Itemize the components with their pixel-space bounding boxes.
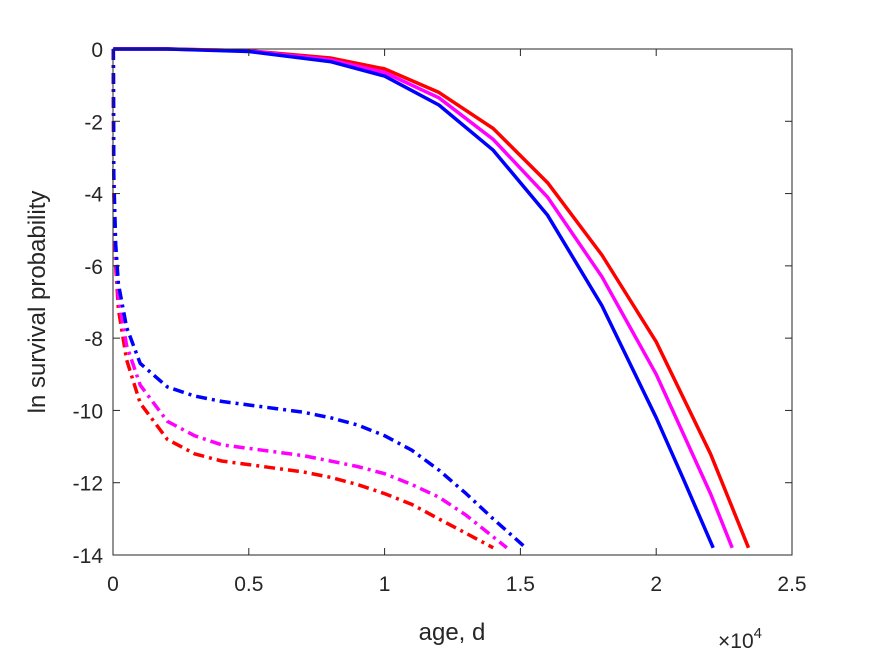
y-axis-title: ln survival probability xyxy=(24,191,51,414)
svg-text:×104: ×104 xyxy=(718,625,762,653)
x-exponent-label: ×104 xyxy=(718,625,762,653)
x-exponent-base: 10 xyxy=(730,630,753,653)
y-tick-label: -8 xyxy=(84,328,103,351)
x-tick-label: 1 xyxy=(379,573,391,596)
y-ticks: 0 -2 -4 -6 -8 -10 -12 -14 xyxy=(73,39,792,568)
y-tick-label: -4 xyxy=(84,184,103,207)
series-line-2 xyxy=(113,47,715,549)
x-ticks: 0 0.5 1 1.5 2 2.5 xyxy=(107,49,807,596)
x-tick-label: 0.5 xyxy=(234,573,263,596)
x-axis-title: age, d xyxy=(419,619,486,646)
series-line-3 xyxy=(111,48,495,550)
plot-frame xyxy=(112,48,793,556)
plot-background xyxy=(113,49,792,555)
y-tick-label: 0 xyxy=(91,39,103,62)
x-exponent-power: 4 xyxy=(754,625,762,642)
x-tick-label: 2.5 xyxy=(777,573,806,596)
y-tick-label: -6 xyxy=(84,256,103,279)
series-layer xyxy=(111,47,751,550)
x-tick-label: 0 xyxy=(107,573,119,596)
series-line-4 xyxy=(111,48,508,550)
series-line-5 xyxy=(111,48,527,550)
y-tick-label: -14 xyxy=(73,545,104,568)
x-exponent-times: × xyxy=(718,630,730,653)
y-tick-label: -2 xyxy=(84,111,103,134)
y-tick-label: -10 xyxy=(73,400,103,423)
x-tick-label: 1.5 xyxy=(506,573,535,596)
x-tick-label: 2 xyxy=(650,573,662,596)
y-tick-label: -12 xyxy=(73,473,103,496)
